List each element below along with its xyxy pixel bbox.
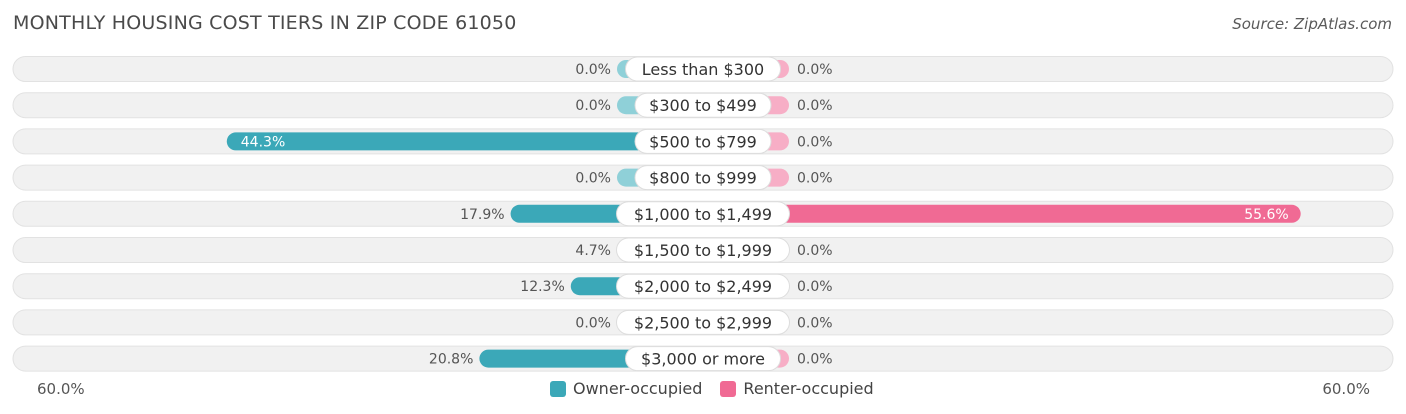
category-label: $1,000 to $1,499 <box>634 205 772 224</box>
owner-value-label: 0.0% <box>575 171 611 187</box>
renter-value-label: 0.0% <box>797 98 833 114</box>
owner-swatch-icon <box>550 380 566 397</box>
renter-value-label: 0.0% <box>797 352 833 368</box>
category-label: $300 to $499 <box>649 96 757 115</box>
renter-value-label: 0.0% <box>797 243 833 259</box>
category-label: $800 to $999 <box>649 169 757 188</box>
renter-value-label: 0.0% <box>797 279 833 295</box>
owner-value-label: 4.7% <box>575 243 611 259</box>
category-label: $500 to $799 <box>649 132 757 151</box>
category-pill <box>616 273 790 299</box>
category-pill <box>634 92 772 118</box>
category-pill <box>616 237 790 263</box>
category-label: $1,500 to $1,999 <box>634 241 772 260</box>
legend-label-owner: Owner-occupied <box>573 379 703 398</box>
category-label: $2,500 to $2,999 <box>634 313 772 332</box>
owner-bar <box>226 132 713 151</box>
category-label: $3,000 or more <box>641 350 765 369</box>
category-pill <box>616 309 790 335</box>
axis-max-label: 60.0% <box>1322 380 1370 398</box>
renter-value-label: 0.0% <box>797 315 833 331</box>
legend-item-owner[interactable]: Owner-occupied <box>550 379 702 398</box>
source-label: Source: ZipAtlas.com <box>1232 15 1392 33</box>
legend-label-renter: Renter-occupied <box>743 379 874 398</box>
renter-bar <box>693 204 1301 223</box>
renter-value-label: 0.0% <box>797 62 833 78</box>
category-pill <box>625 56 781 82</box>
legend: Owner-occupied Renter-occupied <box>550 379 874 398</box>
category-pill <box>634 165 772 191</box>
renter-value-label: 55.6% <box>1244 207 1288 223</box>
category-pill <box>625 346 781 372</box>
owner-value-label: 0.0% <box>575 62 611 78</box>
category-pill <box>616 201 790 227</box>
owner-value-label: 0.0% <box>575 315 611 331</box>
axis-min-label: 60.0% <box>37 380 85 398</box>
category-pill <box>634 128 772 154</box>
owner-value-label: 0.0% <box>575 98 611 114</box>
category-label: Less than $300 <box>642 60 764 79</box>
owner-value-label: 44.3% <box>241 134 285 150</box>
owner-value-label: 20.8% <box>429 352 473 368</box>
renter-value-label: 0.0% <box>797 134 833 150</box>
renter-swatch-icon <box>720 380 737 397</box>
chart-title: MONTHLY HOUSING COST TIERS IN ZIP CODE 6… <box>13 12 517 34</box>
category-label: $2,000 to $2,499 <box>634 277 772 296</box>
legend-item-renter[interactable]: Renter-occupied <box>720 379 874 398</box>
renter-value-label: 0.0% <box>797 171 833 187</box>
owner-value-label: 12.3% <box>520 279 564 295</box>
owner-value-label: 17.9% <box>460 207 504 223</box>
